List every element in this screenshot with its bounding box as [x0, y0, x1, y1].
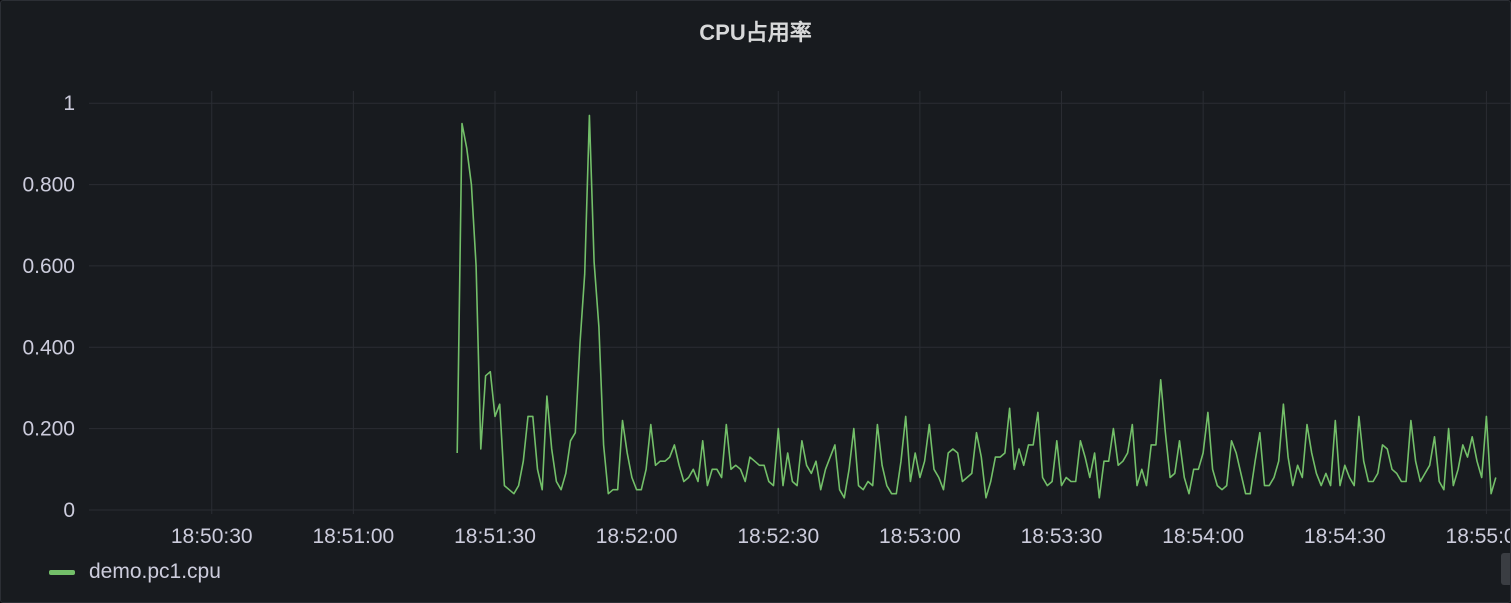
y-tick-label: 0.600	[22, 255, 75, 278]
x-tick-label: 18:52:00	[596, 525, 678, 548]
y-tick-label: 0	[63, 499, 75, 522]
x-tick-label: 18:55:00	[1446, 525, 1510, 548]
y-tick-label: 0.200	[22, 418, 75, 441]
legend-scroll-handle[interactable]	[1501, 553, 1510, 585]
y-tick-label: 0.800	[22, 174, 75, 197]
grid	[89, 91, 1510, 514]
x-tick-label: 18:54:30	[1304, 525, 1386, 548]
x-tick-label: 18:51:30	[454, 525, 536, 548]
series-layer	[456, 114, 1497, 499]
y-axis: 0 0.200 0.400 0.600 0.800 1	[22, 92, 75, 522]
legend-label-demo-pc1-cpu[interactable]: demo.pc1.cpu	[89, 560, 221, 583]
x-tick-label: 18:53:00	[879, 525, 961, 548]
x-tick-label: 18:50:30	[171, 525, 253, 548]
series-line-demo-pc1-cpu[interactable]	[456, 114, 1497, 499]
x-axis: 18:50:30 18:51:00 18:51:30 18:52:00 18:52:30…	[171, 525, 1510, 548]
legend: demo.pc1.cpu	[49, 559, 221, 585]
y-tick-label: 1	[63, 92, 75, 115]
x-tick-label: 18:52:30	[737, 525, 819, 548]
x-tick-label: 18:53:30	[1021, 525, 1103, 548]
x-tick-label: 18:54:00	[1162, 525, 1244, 548]
panel-title[interactable]: CPU占用率	[699, 20, 812, 45]
y-tick-label: 0.400	[22, 336, 75, 359]
x-tick-label: 18:51:00	[312, 525, 394, 548]
legend-swatch[interactable]	[49, 569, 75, 575]
